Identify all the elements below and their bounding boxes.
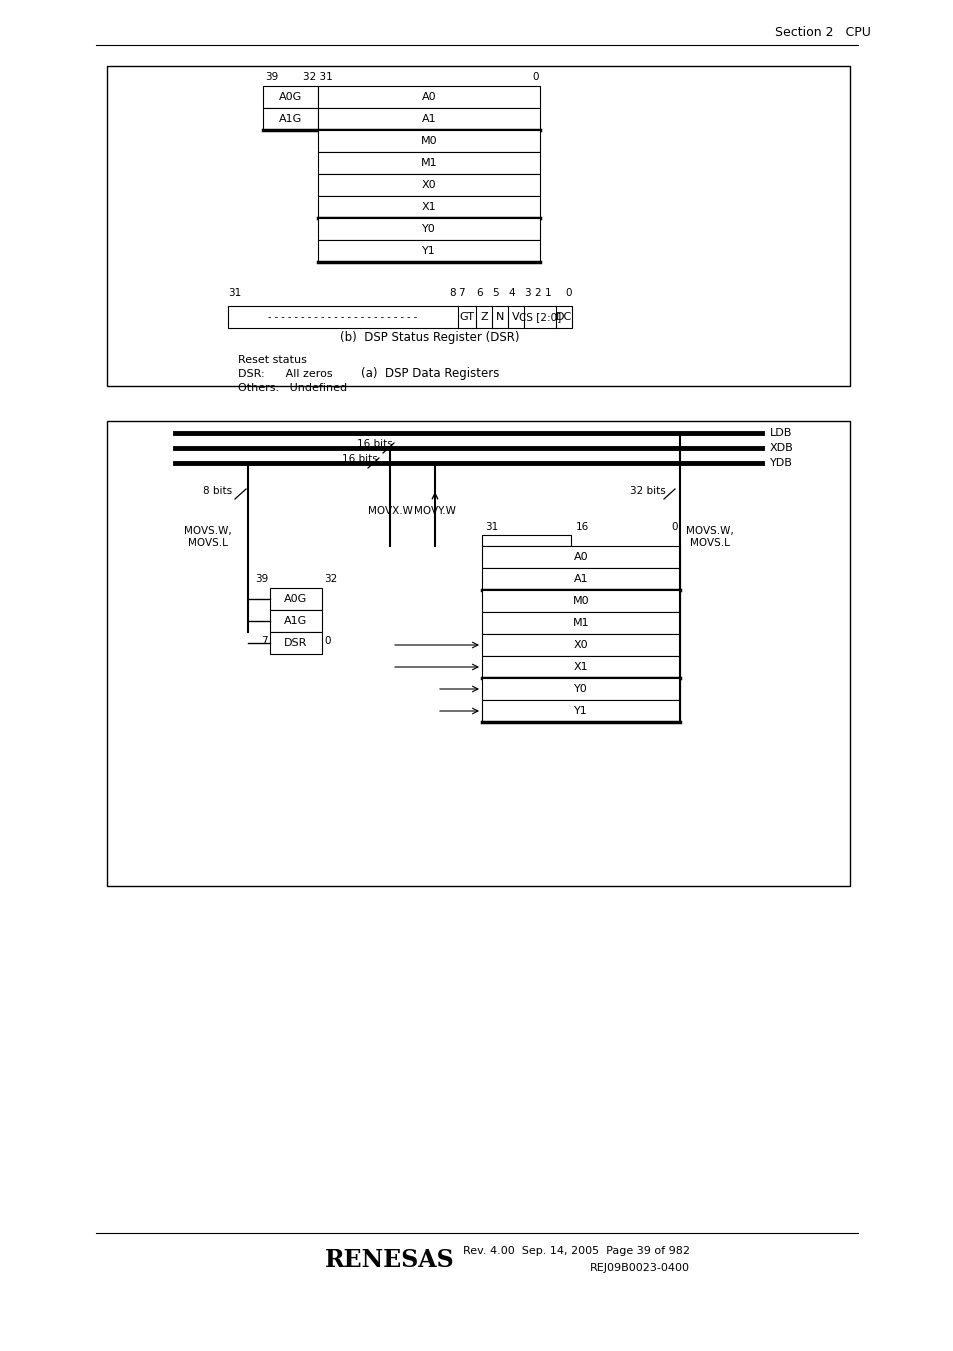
Bar (107, 66, 849, 386)
Text: 32 31: 32 31 (303, 72, 333, 82)
Text: (a)  DSP Data Registers: (a) DSP Data Registers (360, 366, 498, 380)
Text: LDB: LDB (769, 428, 792, 438)
Text: 32: 32 (324, 574, 337, 584)
Text: YDB: YDB (769, 458, 792, 467)
Text: DSR:      All zeros: DSR: All zeros (237, 369, 333, 380)
Text: Y1: Y1 (421, 246, 436, 255)
Text: (b)  DSP Status Register (DSR): (b) DSP Status Register (DSR) (340, 331, 519, 345)
Text: 3: 3 (523, 288, 530, 299)
Text: 7: 7 (457, 288, 464, 299)
Bar (481, 700, 679, 721)
Text: 16 bits: 16 bits (356, 439, 393, 449)
Text: MOVS.L: MOVS.L (188, 538, 228, 549)
Text: Y0: Y0 (421, 224, 436, 234)
Bar (481, 657, 679, 678)
Text: M0: M0 (572, 596, 589, 607)
Text: M1: M1 (420, 158, 436, 168)
Text: A0: A0 (421, 92, 436, 101)
Text: A0G: A0G (284, 594, 307, 604)
Text: MOVS.W,: MOVS.W, (184, 526, 232, 536)
Text: 8 bits: 8 bits (203, 486, 233, 496)
Text: MOVS.L: MOVS.L (689, 538, 729, 549)
Text: V: V (512, 312, 519, 322)
Text: A1G: A1G (278, 113, 302, 124)
Text: 32 bits: 32 bits (630, 486, 665, 496)
Text: GT: GT (459, 312, 474, 322)
Text: RENESAS: RENESAS (325, 1248, 455, 1273)
Bar (481, 535, 571, 546)
Text: M0: M0 (420, 136, 436, 146)
Bar (263, 86, 317, 108)
Text: MOVS.W,: MOVS.W, (685, 526, 733, 536)
Text: MOVX.W: MOVX.W (367, 507, 412, 516)
Bar (107, 422, 849, 886)
Text: 4: 4 (507, 288, 514, 299)
Text: - - - - - - - - - - - - - - - - - - - - - - -: - - - - - - - - - - - - - - - - - - - - … (268, 312, 417, 322)
Text: 16: 16 (576, 521, 589, 532)
Text: 39: 39 (254, 574, 268, 584)
Text: MOVY.W: MOVY.W (414, 507, 456, 516)
Bar (481, 567, 679, 590)
Text: 0: 0 (532, 72, 538, 82)
Text: 0: 0 (565, 288, 572, 299)
Text: A1: A1 (421, 113, 436, 124)
Text: A0G: A0G (278, 92, 302, 101)
Text: M1: M1 (572, 617, 589, 628)
Text: 31: 31 (228, 288, 241, 299)
Text: REJ09B0023-0400: REJ09B0023-0400 (589, 1263, 689, 1273)
Text: X1: X1 (573, 662, 588, 671)
Bar (317, 240, 539, 262)
Text: Rev. 4.00  Sep. 14, 2005  Page 39 of 982: Rev. 4.00 Sep. 14, 2005 Page 39 of 982 (462, 1246, 689, 1256)
Bar (228, 305, 572, 328)
Bar (481, 634, 679, 657)
Bar (317, 153, 539, 174)
Text: Others:   Undefined: Others: Undefined (237, 382, 347, 393)
Text: Section 2   CPU: Section 2 CPU (774, 27, 870, 39)
Text: DC: DC (556, 312, 572, 322)
Text: 0: 0 (671, 521, 678, 532)
Bar (481, 590, 679, 612)
Bar (317, 86, 539, 108)
Text: N: N (496, 312, 503, 322)
Text: 1: 1 (544, 288, 551, 299)
Text: X0: X0 (421, 180, 436, 190)
Text: Y0: Y0 (574, 684, 587, 694)
Text: A0: A0 (573, 553, 588, 562)
Bar (317, 218, 539, 240)
Bar (270, 588, 322, 611)
Bar (481, 612, 679, 634)
Text: 5: 5 (492, 288, 498, 299)
Text: 7: 7 (261, 636, 268, 646)
Text: A1: A1 (573, 574, 588, 584)
Text: Reset status: Reset status (237, 355, 307, 365)
Text: 8: 8 (449, 288, 456, 299)
Bar (317, 108, 539, 130)
Bar (481, 546, 679, 567)
Bar (263, 108, 317, 130)
Bar (317, 130, 539, 153)
Bar (317, 196, 539, 218)
Text: X1: X1 (421, 203, 436, 212)
Text: 16 bits: 16 bits (342, 454, 377, 463)
Text: 0: 0 (324, 636, 330, 646)
Bar (481, 678, 679, 700)
Text: 31: 31 (484, 521, 497, 532)
Text: 6: 6 (476, 288, 482, 299)
Bar (270, 611, 322, 632)
Bar (270, 632, 322, 654)
Text: 2: 2 (534, 288, 540, 299)
Text: X0: X0 (573, 640, 588, 650)
Text: A1G: A1G (284, 616, 307, 626)
Bar (317, 174, 539, 196)
Text: CS [2:0]: CS [2:0] (518, 312, 560, 322)
Text: 39: 39 (265, 72, 278, 82)
Text: DSR: DSR (284, 638, 308, 648)
Text: Y1: Y1 (574, 707, 587, 716)
Text: Z: Z (479, 312, 487, 322)
Text: XDB: XDB (769, 443, 793, 453)
